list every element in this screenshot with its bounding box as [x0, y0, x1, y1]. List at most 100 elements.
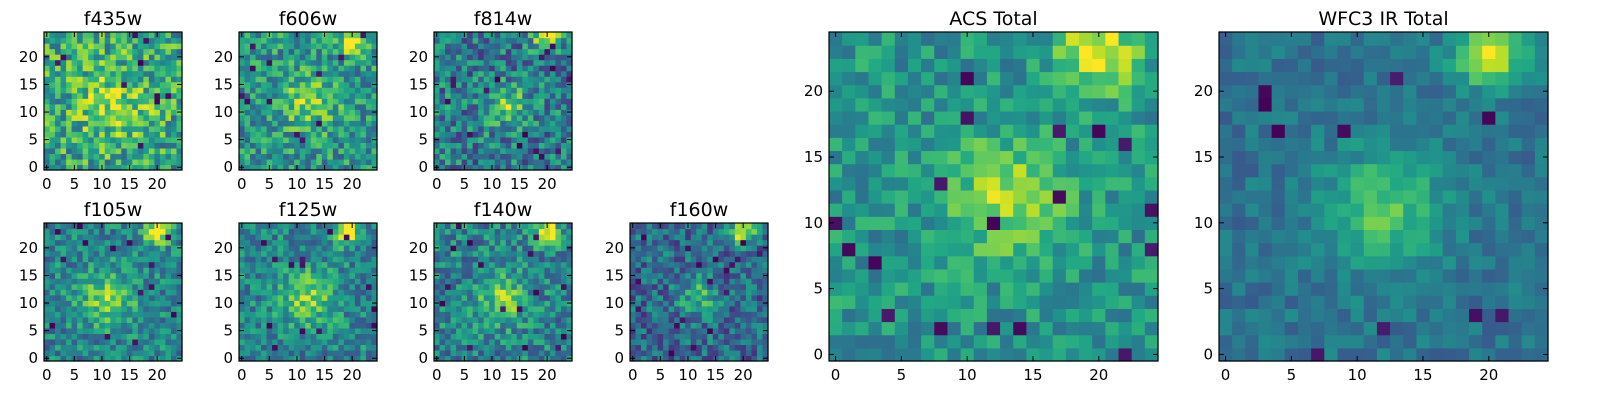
heatmap-cell: [533, 333, 540, 340]
heatmap-cell: [456, 338, 463, 346]
heatmap-cell: [842, 189, 856, 204]
heatmap-cell: [88, 338, 95, 346]
heatmap-cell: [272, 272, 279, 279]
heatmap-cell: [635, 239, 642, 246]
heatmap-cell: [505, 289, 512, 296]
heatmap-cell: [445, 256, 452, 263]
heatmap-cell: [522, 234, 529, 241]
heatmap-cell: [49, 131, 56, 138]
heatmap-cell: [712, 234, 719, 241]
heatmap-cell: [1118, 203, 1133, 217]
heatmap-cell: [316, 142, 323, 149]
heatmap-cell: [272, 267, 279, 274]
heatmap-cell: [82, 103, 89, 110]
heatmap-cell: [461, 256, 468, 263]
heatmap-cell: [44, 131, 51, 138]
heatmap-cell: [1131, 189, 1146, 204]
heatmap-cell: [316, 223, 323, 230]
heatmap-cell: [132, 256, 139, 263]
heatmap-cell: [960, 242, 975, 257]
heatmap-cell: [657, 239, 664, 246]
heatmap-cell: [126, 316, 133, 323]
heatmap-cell: [316, 283, 323, 290]
heatmap-cell: [729, 223, 736, 230]
heatmap-cell: [126, 228, 133, 235]
heatmap-cell: [701, 311, 708, 318]
heatmap-cell: [115, 234, 122, 241]
heatmap-cell: [55, 289, 62, 296]
heatmap-cell: [630, 294, 637, 301]
heatmap-cell: [159, 245, 167, 252]
heatmap-cell: [239, 250, 246, 257]
heatmap-cell: [679, 289, 686, 296]
heatmap-cell: [132, 316, 139, 323]
heatmap-cell: [255, 333, 262, 340]
heatmap-cell: [283, 48, 290, 55]
heatmap-cell: [349, 250, 356, 257]
heatmap-cell: [159, 164, 167, 171]
heatmap-cell: [434, 87, 441, 94]
heatmap-cell: [288, 322, 295, 329]
heatmap-cell: [299, 87, 306, 94]
heatmap-cell: [668, 294, 675, 301]
heatmap-cell: [538, 256, 545, 263]
heatmap-cell: [170, 109, 178, 116]
heatmap-cell: [718, 234, 725, 241]
heatmap-cell: [343, 81, 350, 88]
heatmap-cell: [71, 300, 78, 307]
heatmap-cell: [690, 278, 697, 285]
heatmap-cell: [516, 294, 523, 301]
heatmap-cell: [527, 109, 534, 116]
heatmap-cell: [170, 294, 178, 301]
heatmap-cell: [154, 311, 161, 318]
heatmap-cell: [516, 158, 523, 166]
y-tick-label: 15: [19, 75, 38, 93]
heatmap-cell: [261, 142, 268, 149]
heatmap-cell: [60, 322, 67, 329]
heatmap-cell: [143, 158, 150, 166]
heatmap-cell: [855, 308, 870, 323]
heatmap-cell: [657, 256, 664, 263]
heatmap-cell: [316, 234, 323, 241]
heatmap-cell: [522, 228, 529, 235]
heatmap-cell: [55, 267, 62, 274]
heatmap-cell: [973, 308, 988, 323]
heatmap-cell: [255, 305, 262, 312]
heatmap-cell: [516, 114, 523, 121]
heatmap-cell: [921, 189, 935, 204]
heatmap-cell: [483, 125, 490, 132]
heatmap-cell: [349, 59, 356, 66]
heatmap-cell: [894, 150, 909, 165]
heatmap-cell: [104, 245, 111, 252]
heatmap-cell: [371, 87, 378, 94]
heatmap-cell: [121, 305, 128, 312]
heatmap-cell: [99, 59, 106, 66]
heatmap-cell: [272, 59, 279, 66]
heatmap-cell: [494, 147, 501, 155]
heatmap-cell: [165, 125, 172, 132]
heatmap-cell: [657, 294, 664, 301]
heatmap-cell: [261, 103, 268, 110]
heatmap-cell: [159, 54, 167, 61]
heatmap-cell: [365, 76, 373, 83]
heatmap-cell: [99, 250, 106, 257]
heatmap-cell: [707, 333, 714, 340]
heatmap-cell: [327, 289, 334, 296]
heatmap-cell: [354, 158, 362, 166]
heatmap-cell: [165, 256, 172, 263]
heatmap-cell: [288, 305, 295, 312]
heatmap-cell: [461, 278, 468, 285]
heatmap-cell: [244, 305, 251, 312]
heatmap-cell: [321, 158, 328, 166]
heatmap-cell: [472, 250, 479, 257]
heatmap-cell: [266, 239, 273, 246]
heatmap-cell: [310, 125, 317, 132]
heatmap-cell: [641, 311, 648, 318]
heatmap-cell: [250, 164, 257, 171]
heatmap-cell: [137, 65, 144, 72]
heatmap-cell: [371, 283, 378, 290]
heatmap-cell: [555, 322, 562, 329]
heatmap-cell: [110, 234, 117, 241]
heatmap-cell: [365, 344, 373, 351]
heatmap-cell: [261, 147, 268, 155]
